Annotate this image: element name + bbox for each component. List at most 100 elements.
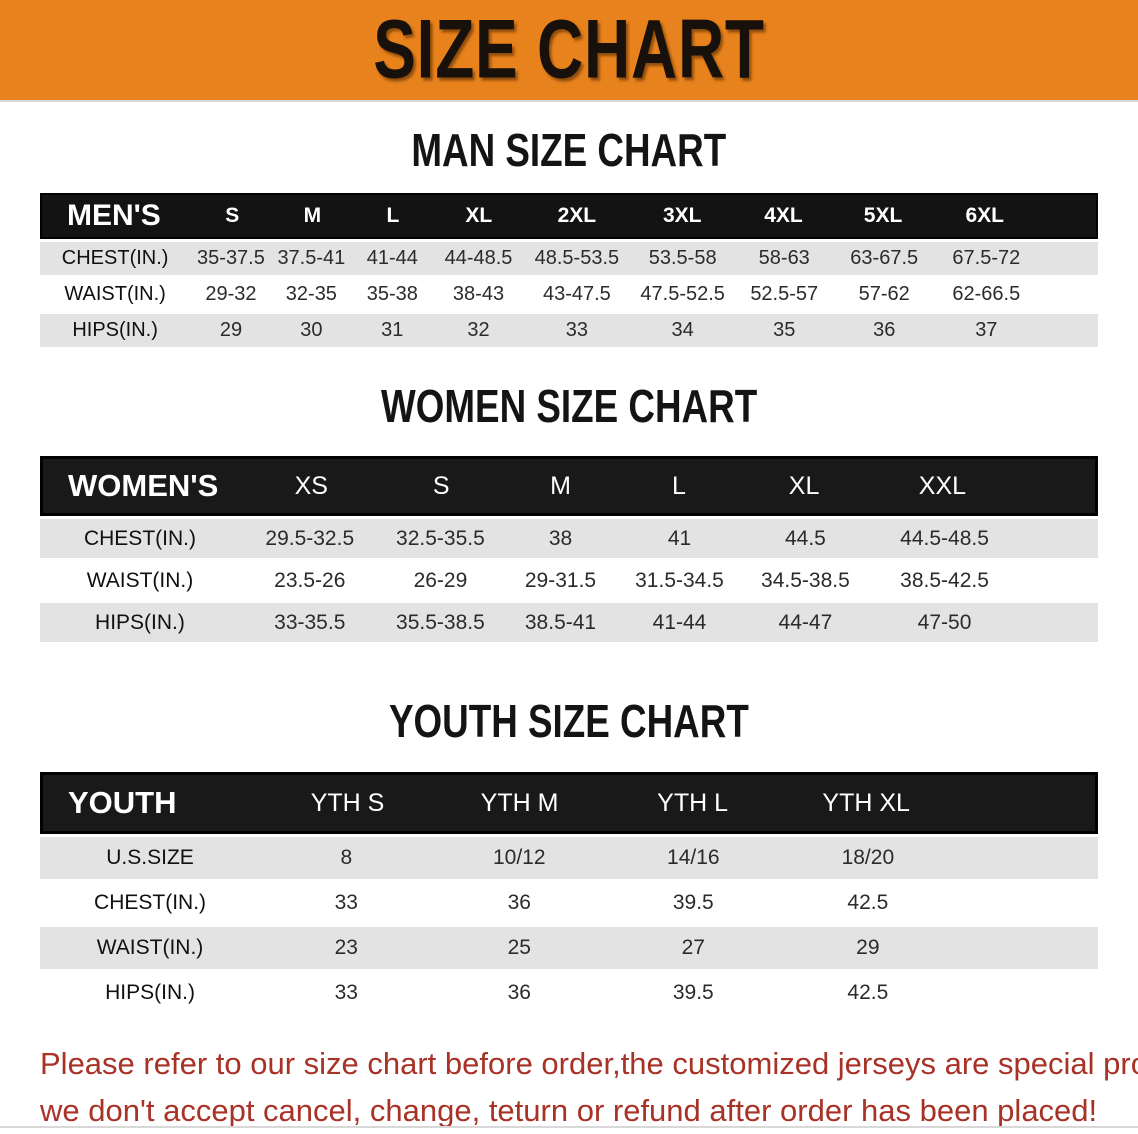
- size-column-header: YTH S: [310, 788, 385, 817]
- size-column-header: S: [432, 471, 450, 500]
- table-row: WAIST(IN.) 23 25 27 29: [40, 927, 1098, 969]
- youth-size-chart-section: YOUTH SIZE CHART YOUTH YTH S YTH M YTH L YTH …: [0, 698, 1138, 1014]
- size-value-cell: 41-44: [652, 610, 707, 634]
- size-value-cell: 35-37.5: [197, 247, 265, 269]
- size-value-cell: 36: [873, 319, 896, 341]
- size-value-cell: 53.5-58: [648, 247, 717, 269]
- row-label: WAIST(IN.): [96, 936, 204, 959]
- size-value-cell: 44-47: [778, 610, 833, 634]
- row-label: HIPS(IN.): [95, 610, 185, 634]
- size-chart-sections: MAN SIZE CHART MEN'S S M L XL 2XL 3XL 4XL 5XL 6XL C…: [0, 127, 1138, 1014]
- size-value-cell: 47.5-52.5: [640, 283, 725, 305]
- size-column-header: 3XL: [663, 204, 702, 227]
- size-value-cell: 43-47.5: [542, 283, 611, 305]
- size-column-header: 4XL: [764, 204, 803, 227]
- table-row: U.S.SIZE 8 10/12 14/16 18/20: [40, 837, 1098, 879]
- size-value-cell: 33: [565, 319, 589, 341]
- bottom-divider: [0, 1126, 1138, 1128]
- table-row: HIPS(IN.) 33-35.5 35.5-38.5 38.5-41 41-44 44-…: [40, 603, 1098, 642]
- size-column-header: 5XL: [863, 204, 903, 227]
- size-value-cell: 42.5: [847, 891, 889, 914]
- size-value-cell: 29-32: [205, 283, 257, 305]
- size-value-cell: 37: [975, 319, 998, 341]
- size-value-cell: 62-66.5: [952, 283, 1021, 305]
- size-value-cell: 29-31.5: [524, 568, 597, 592]
- size-value-cell: 29.5-32.5: [265, 526, 355, 550]
- size-value-cell: 36: [507, 891, 531, 914]
- table-group-label: YOUTH: [68, 785, 177, 820]
- women-size-table: WOMEN'S XS S M L XL XXL CHEST(IN.) 29.5-32.5 32.5…: [40, 456, 1098, 642]
- table-row: HIPS(IN.) 33 36 39.5 42.5: [40, 972, 1098, 1014]
- size-value-cell: 29: [856, 936, 880, 959]
- size-chart-title: SIZE CHART: [373, 3, 765, 96]
- table-row: WAIST(IN.) 23.5-26 26-29 29-31.5 31.5-34.5 34…: [40, 561, 1098, 600]
- size-value-cell: 30: [300, 319, 323, 341]
- row-label: WAIST(IN.): [86, 568, 194, 592]
- size-value-cell: 41-44: [366, 247, 418, 269]
- size-value-cell: 41: [667, 526, 692, 550]
- row-label: CHEST(IN.): [94, 891, 207, 914]
- table-row: CHEST(IN.) 33 36 39.5 42.5: [40, 882, 1098, 924]
- size-value-cell: 32-35: [285, 283, 337, 305]
- size-column-header: XL: [465, 204, 493, 227]
- size-chart-banner: SIZE CHART: [0, 0, 1138, 102]
- size-value-cell: 32.5-35.5: [396, 526, 485, 550]
- man-size-table: MEN'S S M L XL 2XL 3XL 4XL 5XL 6XL CHEST(IN.) 35-37…: [40, 193, 1098, 347]
- man-section-heading-text: MAN SIZE CHART: [411, 124, 727, 176]
- size-value-cell: 37.5-41: [277, 247, 346, 269]
- disclaimer-line-2: we don't accept cancel, change, teturn o…: [40, 1093, 1098, 1128]
- size-value-cell: 38.5-41: [524, 610, 597, 634]
- size-value-cell: 39.5: [672, 891, 714, 914]
- size-value-cell: 47-50: [917, 610, 972, 634]
- size-value-cell: 44-48.5: [444, 247, 513, 269]
- size-column-header: S: [225, 204, 240, 227]
- size-value-cell: 67.5-72: [952, 247, 1021, 269]
- size-column-header: 2XL: [557, 204, 597, 227]
- size-column-header: XS: [294, 471, 328, 500]
- size-value-cell: 29: [219, 319, 243, 341]
- size-value-cell: 42.5: [847, 981, 889, 1004]
- size-value-cell: 23.5-26: [274, 568, 346, 592]
- size-value-cell: 23: [334, 936, 358, 959]
- size-column-header: M: [303, 204, 322, 227]
- size-value-cell: 27: [681, 936, 705, 959]
- row-label: CHEST(IN.): [61, 247, 169, 269]
- row-label: HIPS(IN.): [72, 319, 158, 341]
- row-label: CHEST(IN.): [83, 526, 196, 550]
- man-section-heading: MAN SIZE CHART: [0, 127, 1138, 173]
- row-label: HIPS(IN.): [105, 981, 195, 1004]
- women-section-heading: WOMEN SIZE CHART: [0, 383, 1138, 429]
- size-value-cell: 44.5-48.5: [900, 526, 989, 550]
- size-column-header: XL: [788, 471, 820, 500]
- size-value-cell: 39.5: [672, 981, 714, 1004]
- size-value-cell: 34.5-38.5: [761, 568, 850, 592]
- size-value-cell: 44.5: [784, 526, 826, 550]
- youth-section-heading-text: YOUTH SIZE CHART: [389, 695, 749, 747]
- size-value-cell: 31: [381, 319, 404, 341]
- size-value-cell: 18/20: [841, 846, 895, 869]
- man-size-chart-section: MAN SIZE CHART MEN'S S M L XL 2XL 3XL 4XL 5XL 6XL C…: [0, 127, 1138, 347]
- size-value-cell: 38-43: [452, 283, 505, 305]
- size-value-cell: 38.5-42.5: [900, 568, 989, 592]
- size-value-cell: 36: [507, 981, 531, 1004]
- disclaimer-text: Please refer to our size chart before or…: [40, 1040, 1138, 1134]
- size-value-cell: 33: [334, 891, 358, 914]
- disclaimer-line-1: Please refer to our size chart before or…: [40, 1046, 1138, 1081]
- size-value-cell: 35-38: [366, 283, 418, 305]
- table-header-row: WOMEN'S XS S M L XL XXL: [40, 456, 1098, 516]
- size-column-header: YTH M: [480, 788, 559, 817]
- size-value-cell: 35.5-38.5: [396, 610, 485, 634]
- table-group-label: MEN'S: [67, 199, 161, 232]
- youth-section-heading: YOUTH SIZE CHART: [0, 698, 1138, 744]
- size-value-cell: 63-67.5: [850, 247, 919, 269]
- size-column-header: YTH L: [657, 788, 729, 817]
- size-value-cell: 52.5-57: [750, 283, 819, 305]
- size-column-header: L: [386, 204, 400, 227]
- table-header-row: YOUTH YTH S YTH M YTH L YTH XL: [40, 772, 1098, 834]
- size-value-cell: 10/12: [492, 846, 546, 869]
- table-row: HIPS(IN.) 29 30 31 32 33 34 35 36 37: [40, 314, 1098, 347]
- size-value-cell: 58-63: [758, 247, 810, 269]
- size-value-cell: 14/16: [667, 846, 720, 869]
- table-row: CHEST(IN.) 29.5-32.5 32.5-35.5 38 41 44.5 44.5…: [40, 519, 1098, 558]
- size-value-cell: 31.5-34.5: [635, 568, 724, 592]
